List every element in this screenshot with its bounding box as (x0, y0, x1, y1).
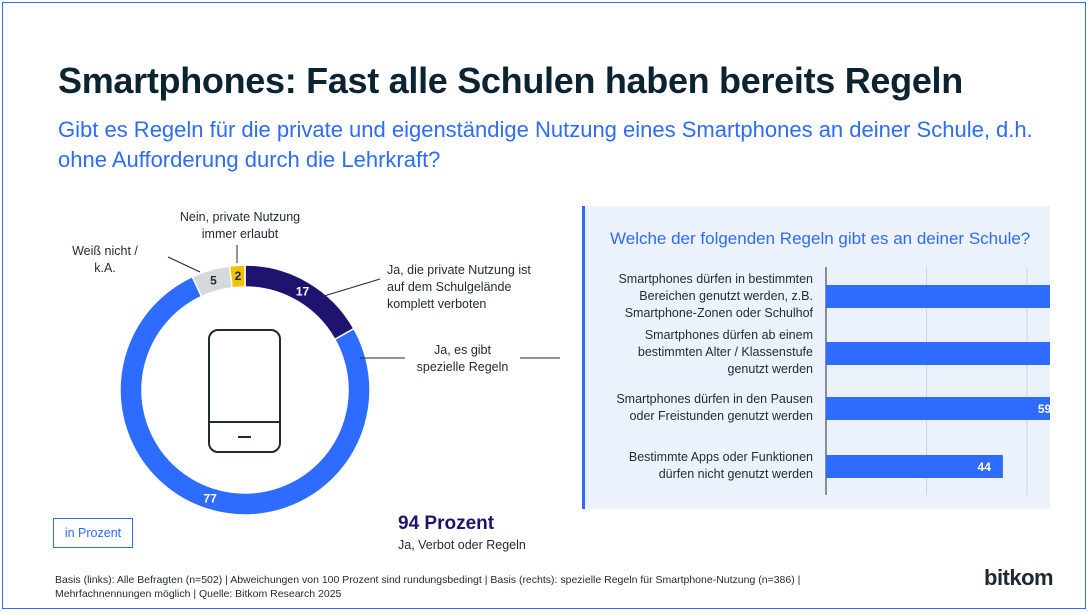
page-title: Smartphones: Fast alle Schulen haben ber… (58, 60, 963, 101)
bar-category-line: bestimmten Alter / Klassenstufe (637, 344, 813, 359)
unit-note: in Prozent (53, 518, 133, 548)
bar-category-line: Bereichen genutzt werden, z.B. (639, 288, 813, 303)
bar-category-label-1: Smartphones dürfen ab einem bestimmten Al… (595, 327, 813, 378)
panel-accent-line (582, 206, 585, 509)
question-subtitle: Gibt es Regeln für die private und eigen… (58, 117, 1033, 172)
bitkom-logo: bitkom (984, 565, 1054, 590)
bar-category-label-0: Smartphones dürfen in bestimmten Bereiche… (595, 271, 813, 322)
donut-value-3: 2 (235, 269, 242, 283)
bar-category-label-2: Smartphones dürfen in den Pausen oder Fre… (595, 391, 813, 425)
donut-slice-1 (119, 275, 371, 516)
bar-value-3: 44 (978, 460, 992, 474)
bar-value-2: 59 (1038, 402, 1050, 416)
highlight-value: 94 Prozent (398, 513, 495, 534)
bar-category-line: genutzt werden (727, 361, 813, 376)
donut-value-2: 5 (210, 273, 217, 287)
donut-slice-3 (228, 264, 246, 289)
bar-category-line: Smartphones dürfen in den Pausen (616, 392, 813, 406)
bar-3 (826, 455, 1003, 478)
donut-value-1: 77 (203, 492, 217, 506)
leader-line-verboten (323, 278, 381, 297)
smartphone-icon (208, 329, 281, 453)
bar-category-label-3: Bestimmte Apps oder Funktionen dürfen nic… (595, 449, 813, 483)
bar-chart-title: Welche der folgenden Regeln gibt es an d… (610, 229, 1031, 248)
bar-category-line: dürfen nicht genutzt werden (658, 467, 813, 481)
bar-category-line: Smartphones dürfen in bestimmten (618, 271, 813, 286)
donut-chart: 17 77 5 2 (119, 245, 560, 516)
bar-category-line: Bestimmte Apps oder Funktionen (628, 450, 813, 464)
bar-category-line: Smartphone-Zonen oder Schulhof (624, 305, 813, 320)
label-weissnicht: Weiß nicht / k.A. (72, 244, 138, 275)
bar-category-line: oder Freistunden genutzt werden (629, 409, 813, 423)
leader-line-weissnicht (167, 256, 201, 273)
bar-2 (826, 397, 1050, 420)
label-verboten: Ja, die private Nutzung ist auf dem Schul… (387, 263, 531, 311)
bar-0 (826, 285, 1050, 308)
bar-1 (826, 342, 1050, 365)
highlight-caption: Ja, Verbot oder Regeln (398, 538, 526, 552)
donut-value-0: 17 (296, 285, 310, 299)
bar-chart: 70645944 (825, 267, 1050, 495)
donut-slice-0 (244, 264, 355, 341)
footnote: Basis (links): Alle Befragten (n=502) | … (55, 574, 801, 600)
label-regeln: Ja, es gibt spezielle Regeln (416, 343, 509, 374)
label-nein: Nein, private Nutzung immer erlaubt (179, 210, 301, 241)
bar-category-line: Smartphones dürfen ab einem (644, 327, 813, 342)
